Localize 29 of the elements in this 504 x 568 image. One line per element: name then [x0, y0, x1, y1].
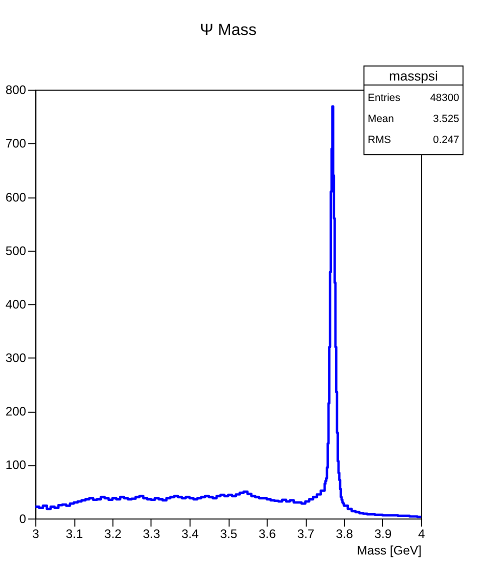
annotation: RMS [368, 135, 392, 146]
chart-title: Ψ Mass [200, 21, 257, 40]
y-tick-label: 700 [6, 136, 26, 151]
x-axis-title: Mass [GeV] [356, 543, 422, 558]
annotation: Mean [368, 114, 394, 126]
y-tick-label: 100 [6, 458, 26, 472]
y-tick-label: 200 [6, 404, 26, 419]
y-tick-label: 500 [6, 244, 26, 258]
annotation: Entries [368, 93, 400, 104]
x-tick-label: 3.9 [374, 527, 392, 542]
text: 48300 [430, 93, 460, 104]
text: masspsi [389, 68, 438, 84]
y-tick-label: 600 [6, 190, 26, 204]
x-tick-label: 3.8 [336, 527, 354, 542]
x-tick-label: 4 [418, 527, 426, 542]
y-tick-label: 800 [6, 83, 26, 98]
y-tick-label: 0 [19, 512, 26, 526]
y-tick-label: 300 [6, 351, 26, 366]
text: 0.247 [433, 135, 460, 146]
y-tick-label: 400 [6, 297, 26, 312]
x-tick-label: 3.1 [66, 527, 84, 542]
x-tick-label: 3.7 [297, 527, 315, 542]
x-tick-label: 3.5 [220, 527, 238, 542]
x-tick-label: 3.3 [142, 527, 160, 542]
x-tick-label: 3 [32, 527, 40, 542]
x-tick-label: 3.4 [181, 527, 199, 542]
x-tick-label: 3.6 [258, 527, 276, 542]
text: 3.525 [433, 114, 460, 126]
x-tick-label: 3.2 [104, 527, 122, 542]
